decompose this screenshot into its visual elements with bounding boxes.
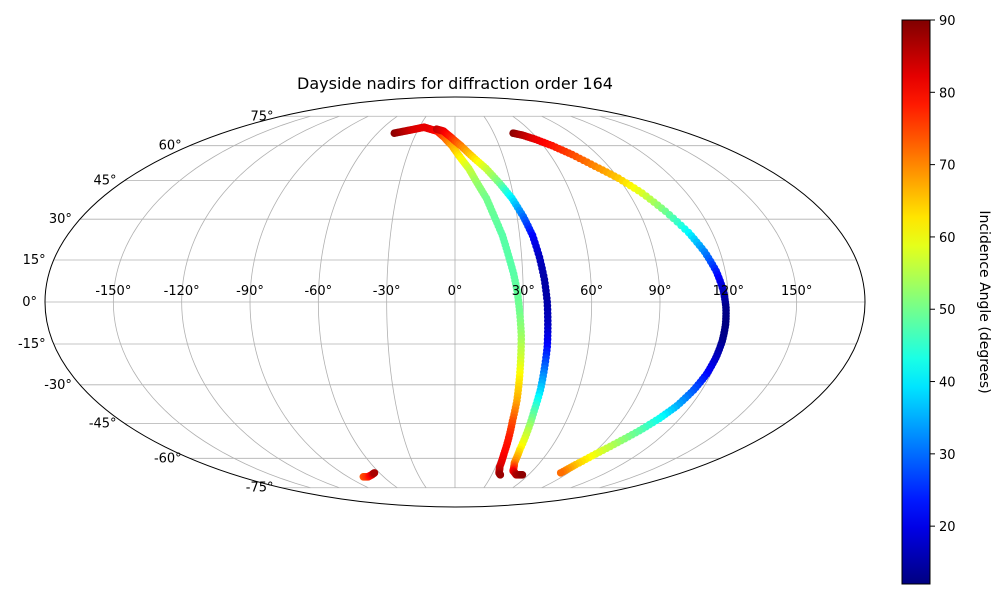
map-outline <box>44 96 866 508</box>
longitude-tick-labels: -150° -120° -90° -60° -30° 0° 30° 60° 90° 120° 150… <box>95 284 812 299</box>
latitude-tick-label: 15° <box>23 253 46 268</box>
latitude-tick-labels: -75° -60° -45° -30° -15° 0° 15° 30° 45° 60° 75° <box>18 109 274 495</box>
longitude-tick-label: 0° <box>448 284 463 299</box>
longitude-tick-label: -60° <box>304 284 332 299</box>
data-point <box>518 471 527 479</box>
longitude-tick-label: 30° <box>512 284 535 299</box>
longitude-tick-label: 90° <box>648 284 671 299</box>
colorbar-tick-label: 70 <box>939 159 956 174</box>
latitude-tick-label: 45° <box>94 174 117 189</box>
data-points <box>359 123 730 481</box>
colorbar-tick-label: 80 <box>939 86 956 101</box>
longitude-tick-label: 120° <box>713 284 744 299</box>
data-point <box>556 469 565 477</box>
longitude-tick-label: -30° <box>373 284 401 299</box>
longitude-tick-label: -120° <box>164 284 200 299</box>
longitude-tick-label: -90° <box>236 284 264 299</box>
data-point <box>496 471 505 479</box>
latitude-tick-label: 0° <box>22 295 37 310</box>
data-point <box>370 469 379 477</box>
longitude-tick-label: -150° <box>95 284 131 299</box>
latitude-tick-label: 30° <box>49 212 72 227</box>
latitude-tick-label: 60° <box>159 139 182 154</box>
latitude-tick-label: 75° <box>250 109 273 124</box>
latitude-tick-label: -45° <box>89 416 117 431</box>
latitude-tick-label: -60° <box>154 451 182 466</box>
colorbar-tick-label: 30 <box>939 448 956 463</box>
colorbar <box>901 19 931 585</box>
graticule <box>45 115 865 489</box>
colorbar-label: Incidence Angle (degrees) <box>976 210 992 393</box>
colorbar-ticks: 20 30 40 50 60 70 80 90 <box>930 14 956 535</box>
colorbar-tick-label: 60 <box>939 231 956 246</box>
longitude-tick-label: 150° <box>781 284 812 299</box>
colorbar-tick-label: 50 <box>939 303 956 318</box>
latitude-tick-label: -15° <box>18 337 46 352</box>
latitude-tick-label: -75° <box>246 481 274 496</box>
colorbar-tick-label: 90 <box>939 14 956 29</box>
longitude-tick-label: 60° <box>580 284 603 299</box>
colorbar-tick-label: 20 <box>939 520 956 535</box>
latitude-tick-label: -30° <box>44 378 72 393</box>
colorbar-tick-label: 40 <box>939 376 956 391</box>
chart-title: Dayside nadirs for diffraction order 164 <box>297 74 613 93</box>
